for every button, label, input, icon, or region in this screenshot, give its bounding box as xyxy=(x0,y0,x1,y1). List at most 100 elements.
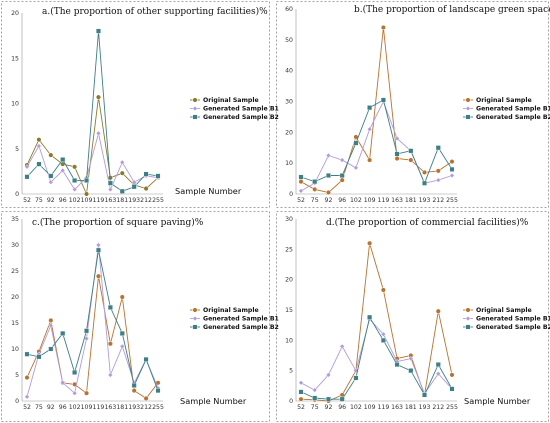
data-point xyxy=(449,172,455,179)
data-point xyxy=(449,159,455,165)
legend: Original Sample Generated Sample B1Genera… xyxy=(190,97,279,121)
x-tick-label: 212 xyxy=(140,197,152,204)
panel-a: 0 5 10 15 20 52 75 92 96 102 109 119 163 181 193 212 255… xyxy=(11,6,279,204)
x-tick-label: 255 xyxy=(152,404,164,411)
series-line xyxy=(300,243,453,402)
legend-entry: Original Sample xyxy=(476,97,532,104)
data-point xyxy=(95,94,102,100)
x-axis-label: Sample Number xyxy=(180,396,247,406)
x-tick-label: 52 xyxy=(297,197,305,204)
data-point xyxy=(408,157,414,163)
x-tick-label: 119 xyxy=(377,197,389,204)
data-point xyxy=(367,126,373,132)
data-point xyxy=(24,375,30,381)
x-tick-label: 109 xyxy=(364,404,376,411)
data-point xyxy=(380,287,386,293)
x-tick-label: 92 xyxy=(325,197,333,204)
data-point xyxy=(155,388,161,394)
series-line xyxy=(26,97,159,196)
data-point xyxy=(435,177,441,183)
y-tick-label: 0 xyxy=(15,191,19,198)
y-tick-label: 20 xyxy=(11,294,19,301)
data-point xyxy=(325,189,332,196)
data-point xyxy=(107,304,113,310)
data-point xyxy=(95,247,101,253)
x-tick-label: 119 xyxy=(377,404,389,411)
x-tick-label: 109 xyxy=(364,197,376,204)
y-tick-label: 5 xyxy=(289,368,293,375)
chart-title: a.(The proportion of other supporting fa… xyxy=(42,6,268,17)
x-tick-label: 102 xyxy=(69,197,81,204)
legend-entry: Generated Sample B2 xyxy=(203,114,279,121)
data-point xyxy=(435,145,441,151)
data-point xyxy=(72,390,78,396)
x-tick-label: 102 xyxy=(69,404,81,411)
data-point xyxy=(143,395,149,401)
series-line xyxy=(300,99,453,185)
panel-c-frame xyxy=(1,211,270,422)
data-point xyxy=(60,330,66,336)
x-tick-label: 96 xyxy=(59,404,67,411)
data-point xyxy=(408,148,414,154)
data-point xyxy=(298,396,304,402)
data-point xyxy=(119,343,125,349)
y-tick-label: 30 xyxy=(285,99,293,106)
legend-marker xyxy=(192,307,198,313)
y-tick-label: 20 xyxy=(285,277,293,284)
data-point xyxy=(36,354,42,360)
legend-marker xyxy=(192,114,198,120)
data-point xyxy=(422,392,428,398)
data-point xyxy=(48,317,54,323)
x-tick-label: 52 xyxy=(23,197,31,204)
y-tick-label: 15 xyxy=(285,307,293,314)
y-tick-label: 25 xyxy=(285,246,293,253)
chart-title: b.(The proportion of landscape green spa… xyxy=(354,4,550,15)
data-point xyxy=(155,173,161,179)
data-point xyxy=(394,362,400,368)
y-tick-label: 50 xyxy=(285,37,293,44)
data-point xyxy=(119,294,125,300)
x-tick-label: 75 xyxy=(35,197,43,204)
data-point xyxy=(312,395,318,401)
data-point xyxy=(435,308,441,314)
data-point xyxy=(353,165,359,171)
x-tick-label: 255 xyxy=(446,404,458,411)
legend-entry: Original Sample xyxy=(203,97,259,104)
data-point xyxy=(95,130,102,136)
data-point xyxy=(353,140,359,146)
legend-entry: Original Sample xyxy=(203,307,259,314)
panel-c: 0 5 10 15 20 25 30 35 52 75 92 96 102 109 119 163 181 193… xyxy=(11,216,279,411)
x-tick-label: 181 xyxy=(405,197,417,204)
data-point xyxy=(95,273,102,279)
x-tick-label: 193 xyxy=(419,197,431,204)
x-tick-label: 119 xyxy=(93,404,105,411)
legend-marker xyxy=(192,105,198,112)
x-tick-label: 102 xyxy=(350,404,362,411)
x-tick-label: 181 xyxy=(116,404,128,411)
data-point xyxy=(83,390,90,396)
y-tick-label: 20 xyxy=(11,10,19,17)
data-point xyxy=(24,174,30,180)
legend-marker xyxy=(465,105,471,112)
data-point xyxy=(72,186,78,193)
data-point xyxy=(131,382,137,388)
data-point xyxy=(36,161,42,167)
x-tick-label: 163 xyxy=(391,197,403,204)
data-point xyxy=(60,157,66,163)
panel-b-frame xyxy=(276,1,549,208)
data-point xyxy=(131,184,137,190)
x-tick-label: 119 xyxy=(93,197,105,204)
y-tick-label: 5 xyxy=(15,146,19,153)
data-point xyxy=(339,177,345,183)
legend-entry: Generated Sample B1 xyxy=(476,316,550,323)
legend: Original Sample Generated Sample B1Genera… xyxy=(463,307,550,331)
data-point xyxy=(339,172,345,178)
data-point xyxy=(380,337,386,343)
x-tick-label: 75 xyxy=(35,404,43,411)
legend-entry: Generated Sample B1 xyxy=(203,316,279,323)
data-point xyxy=(72,164,78,170)
y-tick-label: 35 xyxy=(11,216,19,223)
data-point xyxy=(353,375,359,381)
legend-marker xyxy=(192,315,198,322)
